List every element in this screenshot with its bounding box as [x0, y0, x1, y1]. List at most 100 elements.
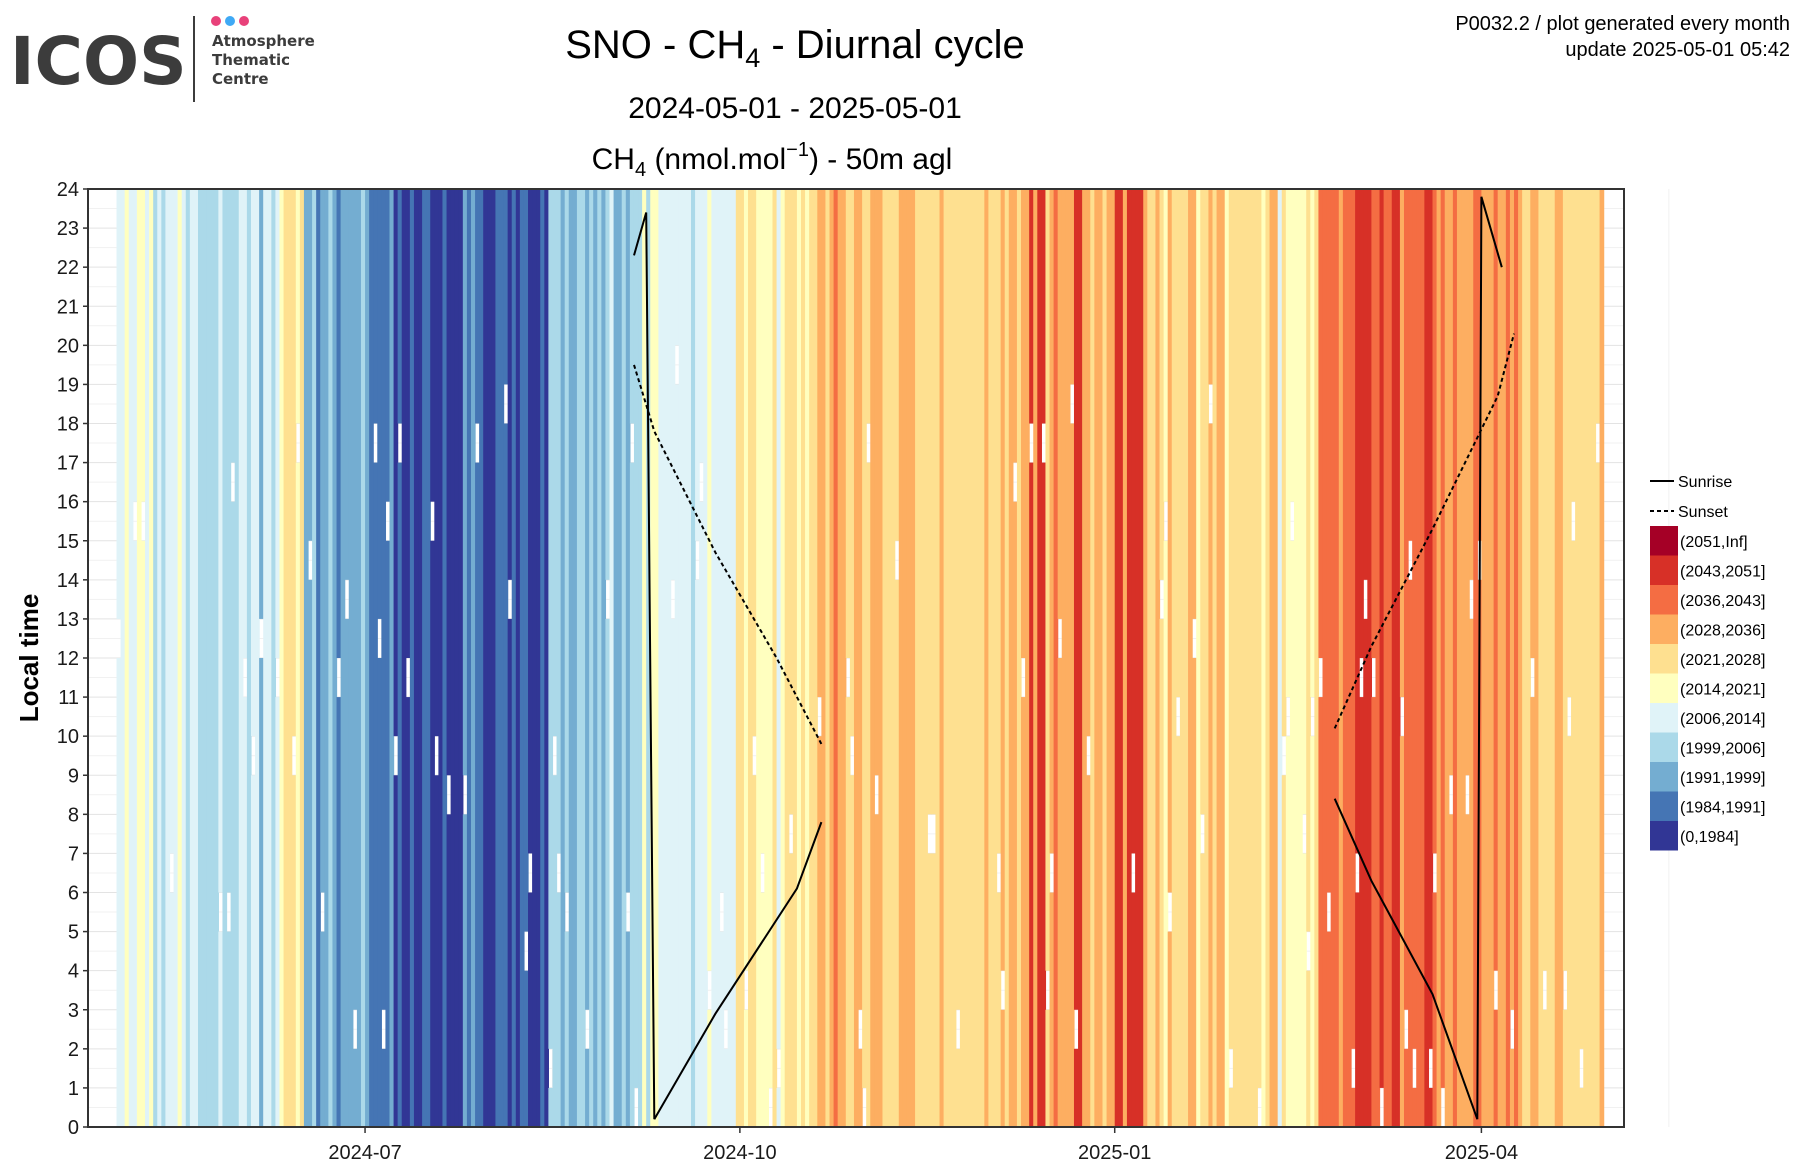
heat-cell	[678, 189, 684, 1127]
heat-cell	[1412, 1087, 1417, 1127]
heat-cell	[1098, 189, 1104, 1127]
heat-cell	[352, 189, 358, 1010]
heat-cell	[149, 189, 154, 1127]
legend: Sunrise Sunset (2051,Inf] (2043,2051] (2036,…	[1650, 474, 1765, 851]
heat-cell	[1383, 189, 1389, 1127]
heat-cell	[788, 853, 794, 1127]
heat-cell	[336, 189, 342, 658]
heat-cell	[275, 189, 281, 658]
heat-cell	[1192, 658, 1197, 1127]
heat-cell	[776, 189, 782, 1049]
heat-cell	[1391, 189, 1397, 1127]
heat-cell	[450, 189, 456, 1127]
legend-swatch	[1650, 526, 1678, 556]
heat-cell	[381, 189, 387, 1010]
sunset-line	[1333, 333, 1515, 729]
heat-cell	[1236, 189, 1242, 1127]
legend-class-label: (1991,1999]	[1680, 770, 1765, 787]
heat-cell	[1355, 189, 1360, 854]
heat-cell	[1493, 1009, 1499, 1127]
heat-cell	[1041, 462, 1047, 1127]
heat-cell	[483, 189, 488, 1127]
heat-cell	[470, 189, 476, 1127]
heat-cell	[1069, 423, 1075, 1127]
heat-cell	[462, 189, 468, 776]
legend-class-label: (2036,2043]	[1680, 593, 1765, 610]
heat-cell	[348, 189, 354, 1127]
heat-cell	[462, 814, 468, 1127]
y-tick-label: 11	[58, 687, 79, 709]
heat-cell	[633, 189, 639, 1088]
heat-cell	[1444, 189, 1450, 1127]
heat-cell	[931, 189, 937, 815]
heat-cell	[1505, 189, 1511, 1127]
sunset-line	[633, 364, 823, 745]
y-tick-label: 4	[68, 961, 79, 983]
heat-cell	[1216, 189, 1222, 1127]
heat-cell	[1212, 189, 1218, 1127]
heat-cell	[1029, 189, 1034, 424]
heat-cell	[1021, 697, 1026, 1127]
heatmap-cells	[116, 189, 1605, 1128]
heat-cell	[536, 189, 541, 1127]
y-axis-label: Local time	[14, 594, 44, 723]
heat-cell	[1061, 189, 1067, 1127]
y-tick-label: 2	[68, 1039, 79, 1061]
heat-cell	[1131, 892, 1136, 1127]
heat-cell	[442, 189, 448, 1127]
heat-cell	[373, 189, 378, 424]
heat-cell	[1595, 462, 1601, 1127]
heat-cell	[169, 189, 175, 854]
heat-cell	[1522, 189, 1527, 1127]
heat-cell	[193, 189, 199, 1127]
heat-cell	[124, 189, 130, 1127]
heat-cell	[638, 189, 643, 1127]
heat-cell	[1509, 189, 1515, 1010]
sunrise-line	[653, 821, 823, 1120]
heat-cell	[658, 189, 664, 1127]
legend-swatch	[1650, 703, 1678, 733]
heat-cell	[613, 189, 619, 1127]
heat-cell	[776, 1087, 782, 1127]
heat-cell	[250, 775, 256, 1127]
heat-cell	[1253, 189, 1258, 1127]
logo-line-3: Centre	[212, 70, 269, 88]
heat-cell	[1424, 189, 1430, 1127]
heat-cell	[1293, 189, 1299, 1127]
heat-cell	[1302, 189, 1307, 815]
heat-cell	[405, 697, 411, 1127]
heat-cell	[1542, 189, 1548, 971]
heat-cell	[1102, 189, 1108, 1127]
heat-cell	[841, 189, 847, 1127]
legend-class-label: (2014,2021]	[1680, 682, 1765, 699]
heat-cell	[430, 189, 435, 502]
heat-cell	[1322, 189, 1328, 1127]
heat-cell	[1338, 189, 1344, 1127]
legend-swatch	[1650, 614, 1678, 644]
heat-cell	[1167, 931, 1173, 1127]
heat-cell	[1082, 189, 1087, 1127]
heat-cell	[1436, 189, 1442, 1127]
heat-cell	[340, 189, 346, 1127]
heat-cell	[1318, 697, 1324, 1127]
heat-cell	[589, 189, 594, 1127]
heat-cell	[434, 189, 439, 737]
heat-cell	[1012, 501, 1018, 1128]
heat-cell	[1546, 189, 1552, 1127]
heat-cell	[479, 189, 484, 1127]
y-tick-label: 3	[68, 1000, 79, 1022]
heat-cell	[409, 189, 415, 1127]
heat-cell	[157, 189, 162, 1127]
heat-cell	[947, 189, 953, 1127]
heat-cell	[377, 189, 382, 619]
heat-cell	[845, 697, 851, 1127]
heat-cell	[218, 189, 224, 893]
heat-cell	[690, 189, 696, 1127]
heat-cell	[625, 931, 631, 1127]
heat-cell	[336, 697, 342, 1127]
heat-cell	[528, 892, 533, 1127]
y-tick-label: 19	[57, 374, 79, 396]
heat-cell	[760, 189, 765, 854]
heat-cell	[621, 189, 627, 1127]
y-tick-label: 17	[57, 453, 79, 475]
